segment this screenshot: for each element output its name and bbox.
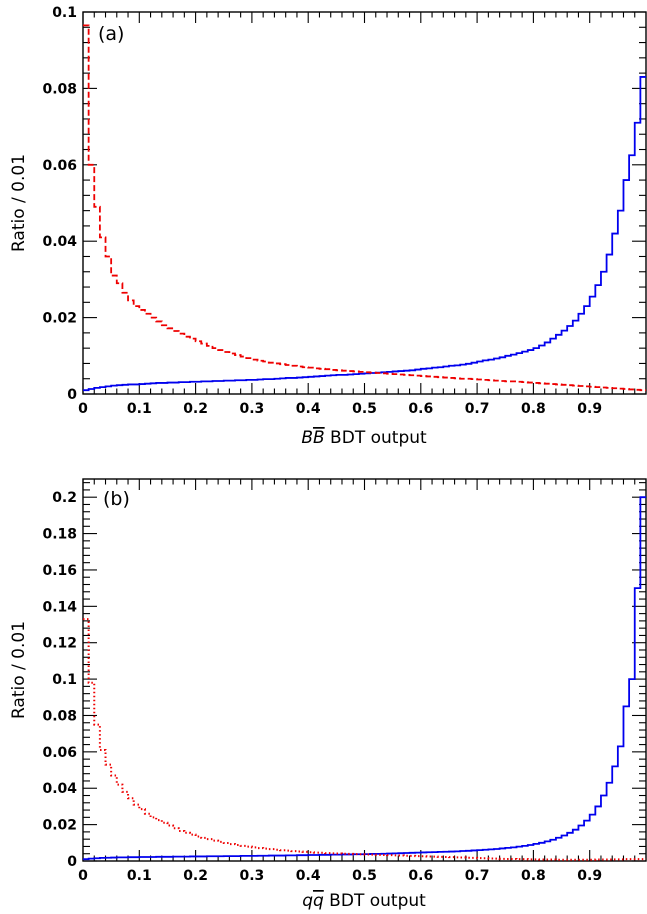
panel-a-y-tick-label: 0.02 xyxy=(42,311,77,327)
panel-a-y-axis-label: Ratio / 0.01 xyxy=(9,154,29,252)
panel-b-ticks xyxy=(82,479,646,862)
panel-b-y-tick-label: 0.14 xyxy=(42,599,77,615)
panel-a-y-tick-label: 0.1 xyxy=(52,5,77,21)
panel-a-x-tick-label: 0.1 xyxy=(127,401,152,417)
panel-b-x-tick-label: 0 xyxy=(78,868,88,884)
panel-b-y-tick-label: 0.2 xyxy=(52,490,77,506)
panel-a-x-tick-label: 0.6 xyxy=(408,401,433,417)
panel-a: 0 0.1 0.2 0.3 0.4 0.5 0.6 0.7 0.8 0.9 0 0.02 0.04 0.… xyxy=(9,5,647,448)
panel-b-x-tick-label: 0.7 xyxy=(465,868,490,884)
panel-a-x-tick-label: 0 xyxy=(78,401,88,417)
panel-b-x-tick-label: 0.4 xyxy=(296,868,321,884)
panel-b: 0 0.1 0.2 0.3 0.4 0.5 0.6 0.7 0.8 0.9 0 0.02 0.04 0.… xyxy=(9,478,647,911)
panel-a-y-tick-label: 0 xyxy=(67,387,77,403)
panel-b-y-axis-label: Ratio / 0.01 xyxy=(9,621,29,719)
panel-b-x-tick-label: 0.9 xyxy=(577,868,602,884)
panel-b-series xyxy=(83,496,646,861)
panel-b-series-0-line xyxy=(83,496,646,861)
panel-a-label: (a) xyxy=(98,23,124,45)
panel-b-x-tick-label: 0.8 xyxy=(521,868,546,884)
panel-a-x-axis-label-bar: B xyxy=(313,428,325,448)
panel-a-series-0-line xyxy=(83,76,646,392)
panel-a-y-tick-label: 0.04 xyxy=(42,234,77,250)
panel-b-series-1-line xyxy=(83,618,646,861)
panel-a-x-tick-label: 0.9 xyxy=(577,401,602,417)
panel-a-x-tick-labels: 0 0.1 0.2 0.3 0.4 0.5 0.6 0.7 0.8 0.9 xyxy=(78,401,602,417)
panel-a-x-tick-label: 0.4 xyxy=(296,401,321,417)
panel-a-x-axis-label-suffix: BDT output xyxy=(325,428,427,448)
panel-b-plot-frame xyxy=(82,478,647,862)
panel-b-y-tick-label: 0.04 xyxy=(42,781,77,797)
panel-a-x-tick-label: 0.8 xyxy=(521,401,546,417)
panel-b-label: (b) xyxy=(103,488,130,510)
panel-b-x-tick-label: 0.1 xyxy=(127,868,152,884)
panel-b-x-axis-label-suffix: BDT output xyxy=(324,891,426,911)
panel-a-series xyxy=(83,24,646,392)
panel-b-x-axis-label: qq BDT output xyxy=(302,891,426,911)
panel-a-ticks xyxy=(82,11,646,395)
panel-a-x-tick-label: 0.5 xyxy=(352,401,377,417)
panel-a-x-axis-label-prefix: B xyxy=(301,428,313,448)
panel-b-x-axis-label-bar: q xyxy=(313,891,324,911)
panel-a-series-1-line xyxy=(83,24,646,392)
panel-b-y-tick-label: 0 xyxy=(67,854,77,870)
panel-b-y-tick-label: 0.18 xyxy=(42,527,77,543)
panel-b-x-tick-label: 0.2 xyxy=(183,868,208,884)
panel-a-x-axis-label: BB BDT output xyxy=(301,428,427,448)
panel-b-x-tick-label: 0.6 xyxy=(408,868,433,884)
panel-a-x-tick-label: 0.7 xyxy=(465,401,490,417)
panel-b-y-tick-label: 0.06 xyxy=(42,745,77,761)
panel-a-x-tick-label: 0.3 xyxy=(239,401,264,417)
panel-a-y-tick-label: 0.08 xyxy=(42,81,77,97)
panel-a-y-tick-labels: 0 0.02 0.04 0.06 0.08 0.1 xyxy=(42,5,77,403)
panel-a-y-tick-label: 0.06 xyxy=(42,158,77,174)
panel-b-y-tick-label: 0.12 xyxy=(42,636,77,652)
panel-b-y-tick-label: 0.02 xyxy=(42,818,77,834)
panel-b-y-tick-label: 0.16 xyxy=(42,563,77,579)
panel-a-x-tick-label: 0.2 xyxy=(183,401,208,417)
panel-b-x-tick-labels: 0 0.1 0.2 0.3 0.4 0.5 0.6 0.7 0.8 0.9 xyxy=(78,868,602,884)
panel-b-x-axis-label-prefix: q xyxy=(302,891,313,911)
panel-b-x-tick-label: 0.5 xyxy=(352,868,377,884)
panel-a-plot-frame xyxy=(82,11,647,395)
panel-b-y-tick-labels: 0 0.02 0.04 0.06 0.08 0.1 0.12 0.14 0.16 0.18 0.2 xyxy=(42,490,77,870)
panel-b-y-tick-label: 0.08 xyxy=(42,708,77,724)
panel-b-y-tick-label: 0.1 xyxy=(52,672,77,688)
panel-b-x-tick-label: 0.3 xyxy=(239,868,264,884)
